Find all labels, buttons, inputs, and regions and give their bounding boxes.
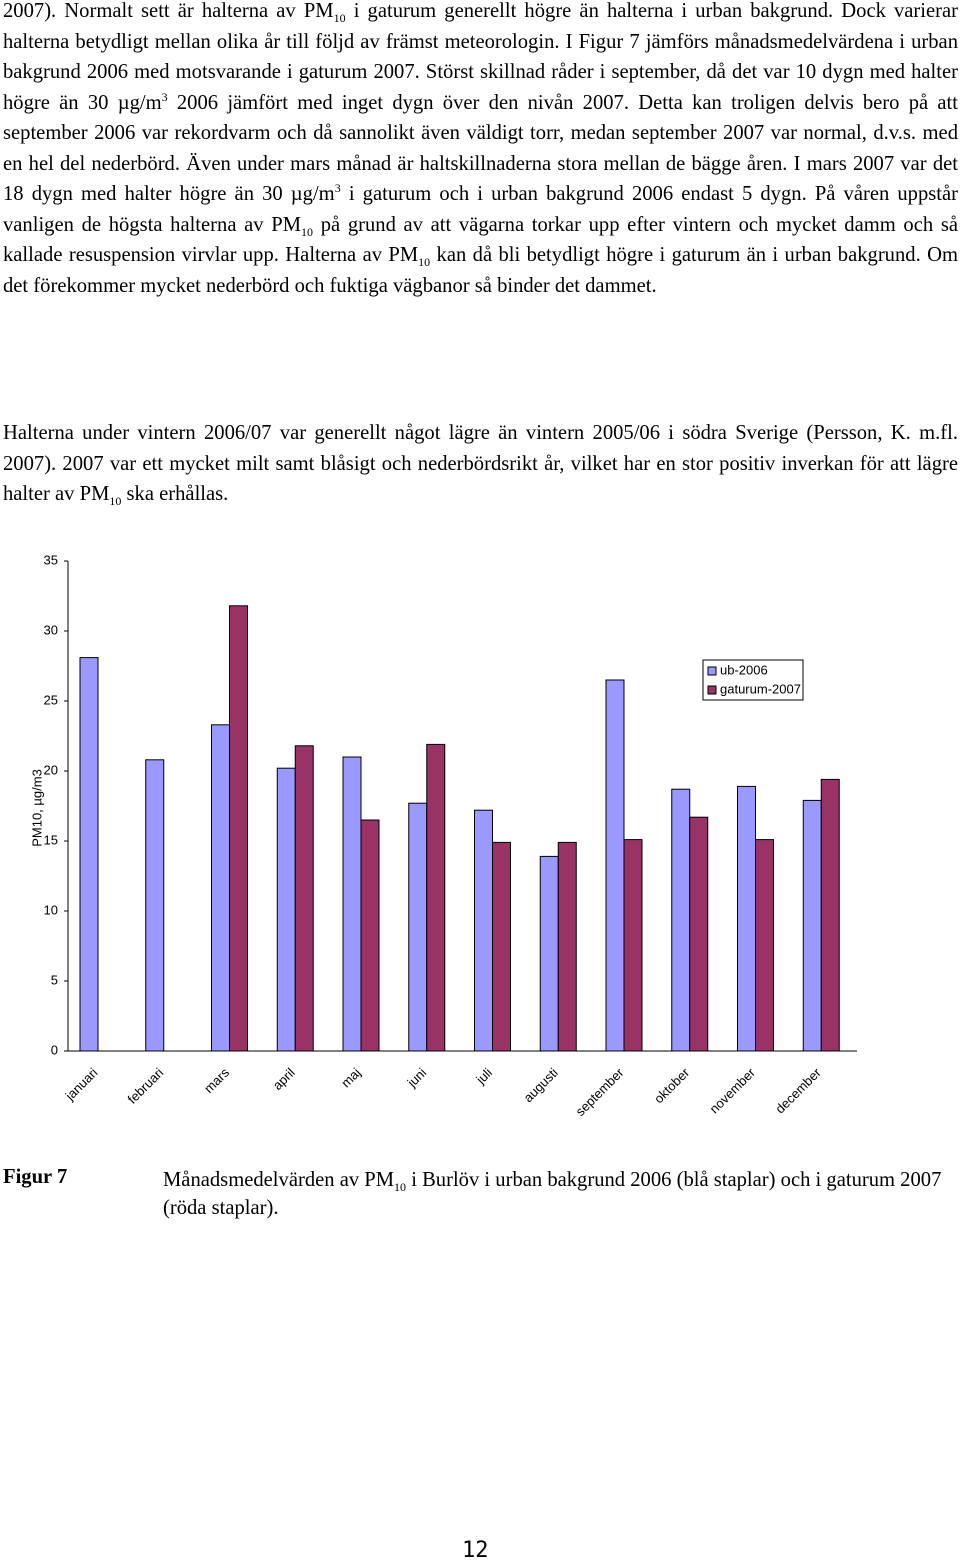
subscript: 10: [301, 224, 314, 239]
x-tick-label: februari: [125, 1065, 167, 1107]
chart: PM10, µg/m3 0 5 10 15 20 25 30 35 januari februar…: [29, 552, 857, 1119]
legend-label: ub-2006: [720, 662, 768, 677]
bar: [671, 788, 691, 1052]
bar: [342, 756, 362, 1052]
y-tick-label: 5: [51, 972, 58, 987]
bar: [294, 745, 314, 1052]
supscript: 3: [334, 181, 341, 196]
x-tick-label: september: [573, 1064, 628, 1119]
subscript: 10: [333, 11, 346, 26]
y-tick-label: 20: [44, 762, 58, 777]
subscript: 10: [418, 255, 431, 270]
x-tick-label: april: [270, 1065, 298, 1093]
x-tick-label: juli: [472, 1065, 495, 1088]
bar: [689, 816, 709, 1052]
bar: [229, 605, 248, 1052]
x-tick-label: mars: [201, 1065, 232, 1096]
y-axis-label: PM10, µg/m3: [29, 769, 44, 847]
y-tick-label: 10: [44, 902, 58, 917]
x-tick-label: juni: [404, 1065, 430, 1091]
bar: [408, 802, 428, 1052]
x-tick-label: december: [772, 1064, 824, 1116]
legend-swatch: [707, 666, 717, 676]
subscript: 10: [109, 494, 122, 509]
text-run: Halterna under vintern 2006/07 var gener…: [3, 422, 958, 505]
bar: [474, 809, 493, 1052]
x-tick-label: januari: [62, 1065, 101, 1104]
x-tick-label: maj: [338, 1065, 363, 1090]
text-run: ska erhållas.: [121, 483, 229, 505]
bar: [145, 759, 165, 1052]
bar: [557, 841, 577, 1052]
supscript: 3: [161, 89, 168, 104]
text-run: i gaturum generellt högre än halterna i …: [3, 0, 959, 114]
legend-swatch: [707, 685, 717, 695]
y-tick-label: 35: [44, 552, 58, 567]
legend-box: [702, 659, 804, 701]
bar: [492, 841, 511, 1052]
subscript: 10: [394, 1180, 407, 1195]
bar: [360, 819, 380, 1052]
bar: [539, 855, 559, 1052]
y-tick-label: 30: [44, 622, 58, 637]
bar: [802, 799, 822, 1052]
bar: [755, 839, 774, 1052]
y-tick-label: 0: [51, 1042, 58, 1057]
bar: [820, 778, 840, 1052]
bar: [737, 785, 756, 1052]
figure-label: Figur 7: [3, 1166, 68, 1188]
bar: [605, 679, 625, 1052]
x-tick-label: augusti: [521, 1065, 561, 1105]
x-tick-label: november: [707, 1064, 759, 1116]
text-run: Månadsmedelvärden av PM: [163, 1169, 395, 1191]
text-run: i gaturum och i urban bakgrund 2006 enda…: [3, 183, 958, 236]
legend-label: gaturum-2007: [720, 681, 801, 696]
text-run: 2006 jämfört med inget dygn över den niv…: [3, 91, 958, 206]
y-tick-label: 25: [44, 692, 58, 707]
paragraph: Halterna under vintern 2006/07 var gener…: [3, 418, 958, 510]
bar: [426, 743, 446, 1052]
figure-caption: Månadsmedelvärden av PM10 i Burlöv i urb…: [163, 1166, 943, 1222]
text-run: i Burlöv i urban bakgrund 2006 (blå stap…: [163, 1169, 942, 1219]
bar: [211, 724, 230, 1052]
text-run: på grund av att vägarna torkar upp efter…: [3, 213, 958, 267]
text-run: 2007). Normalt sett är halterna av PM: [3, 0, 334, 22]
paragraph: 2007). Normalt sett är halterna av PM10 …: [3, 0, 958, 301]
bar: [79, 657, 99, 1052]
bar: [623, 839, 643, 1052]
page-number: 12: [462, 1538, 489, 1563]
x-tick-label: oktober: [651, 1064, 693, 1106]
y-tick-label: 15: [44, 832, 58, 847]
bar: [276, 767, 296, 1052]
text-run: kan då bli betydligt högre i gaturum än …: [3, 244, 958, 297]
